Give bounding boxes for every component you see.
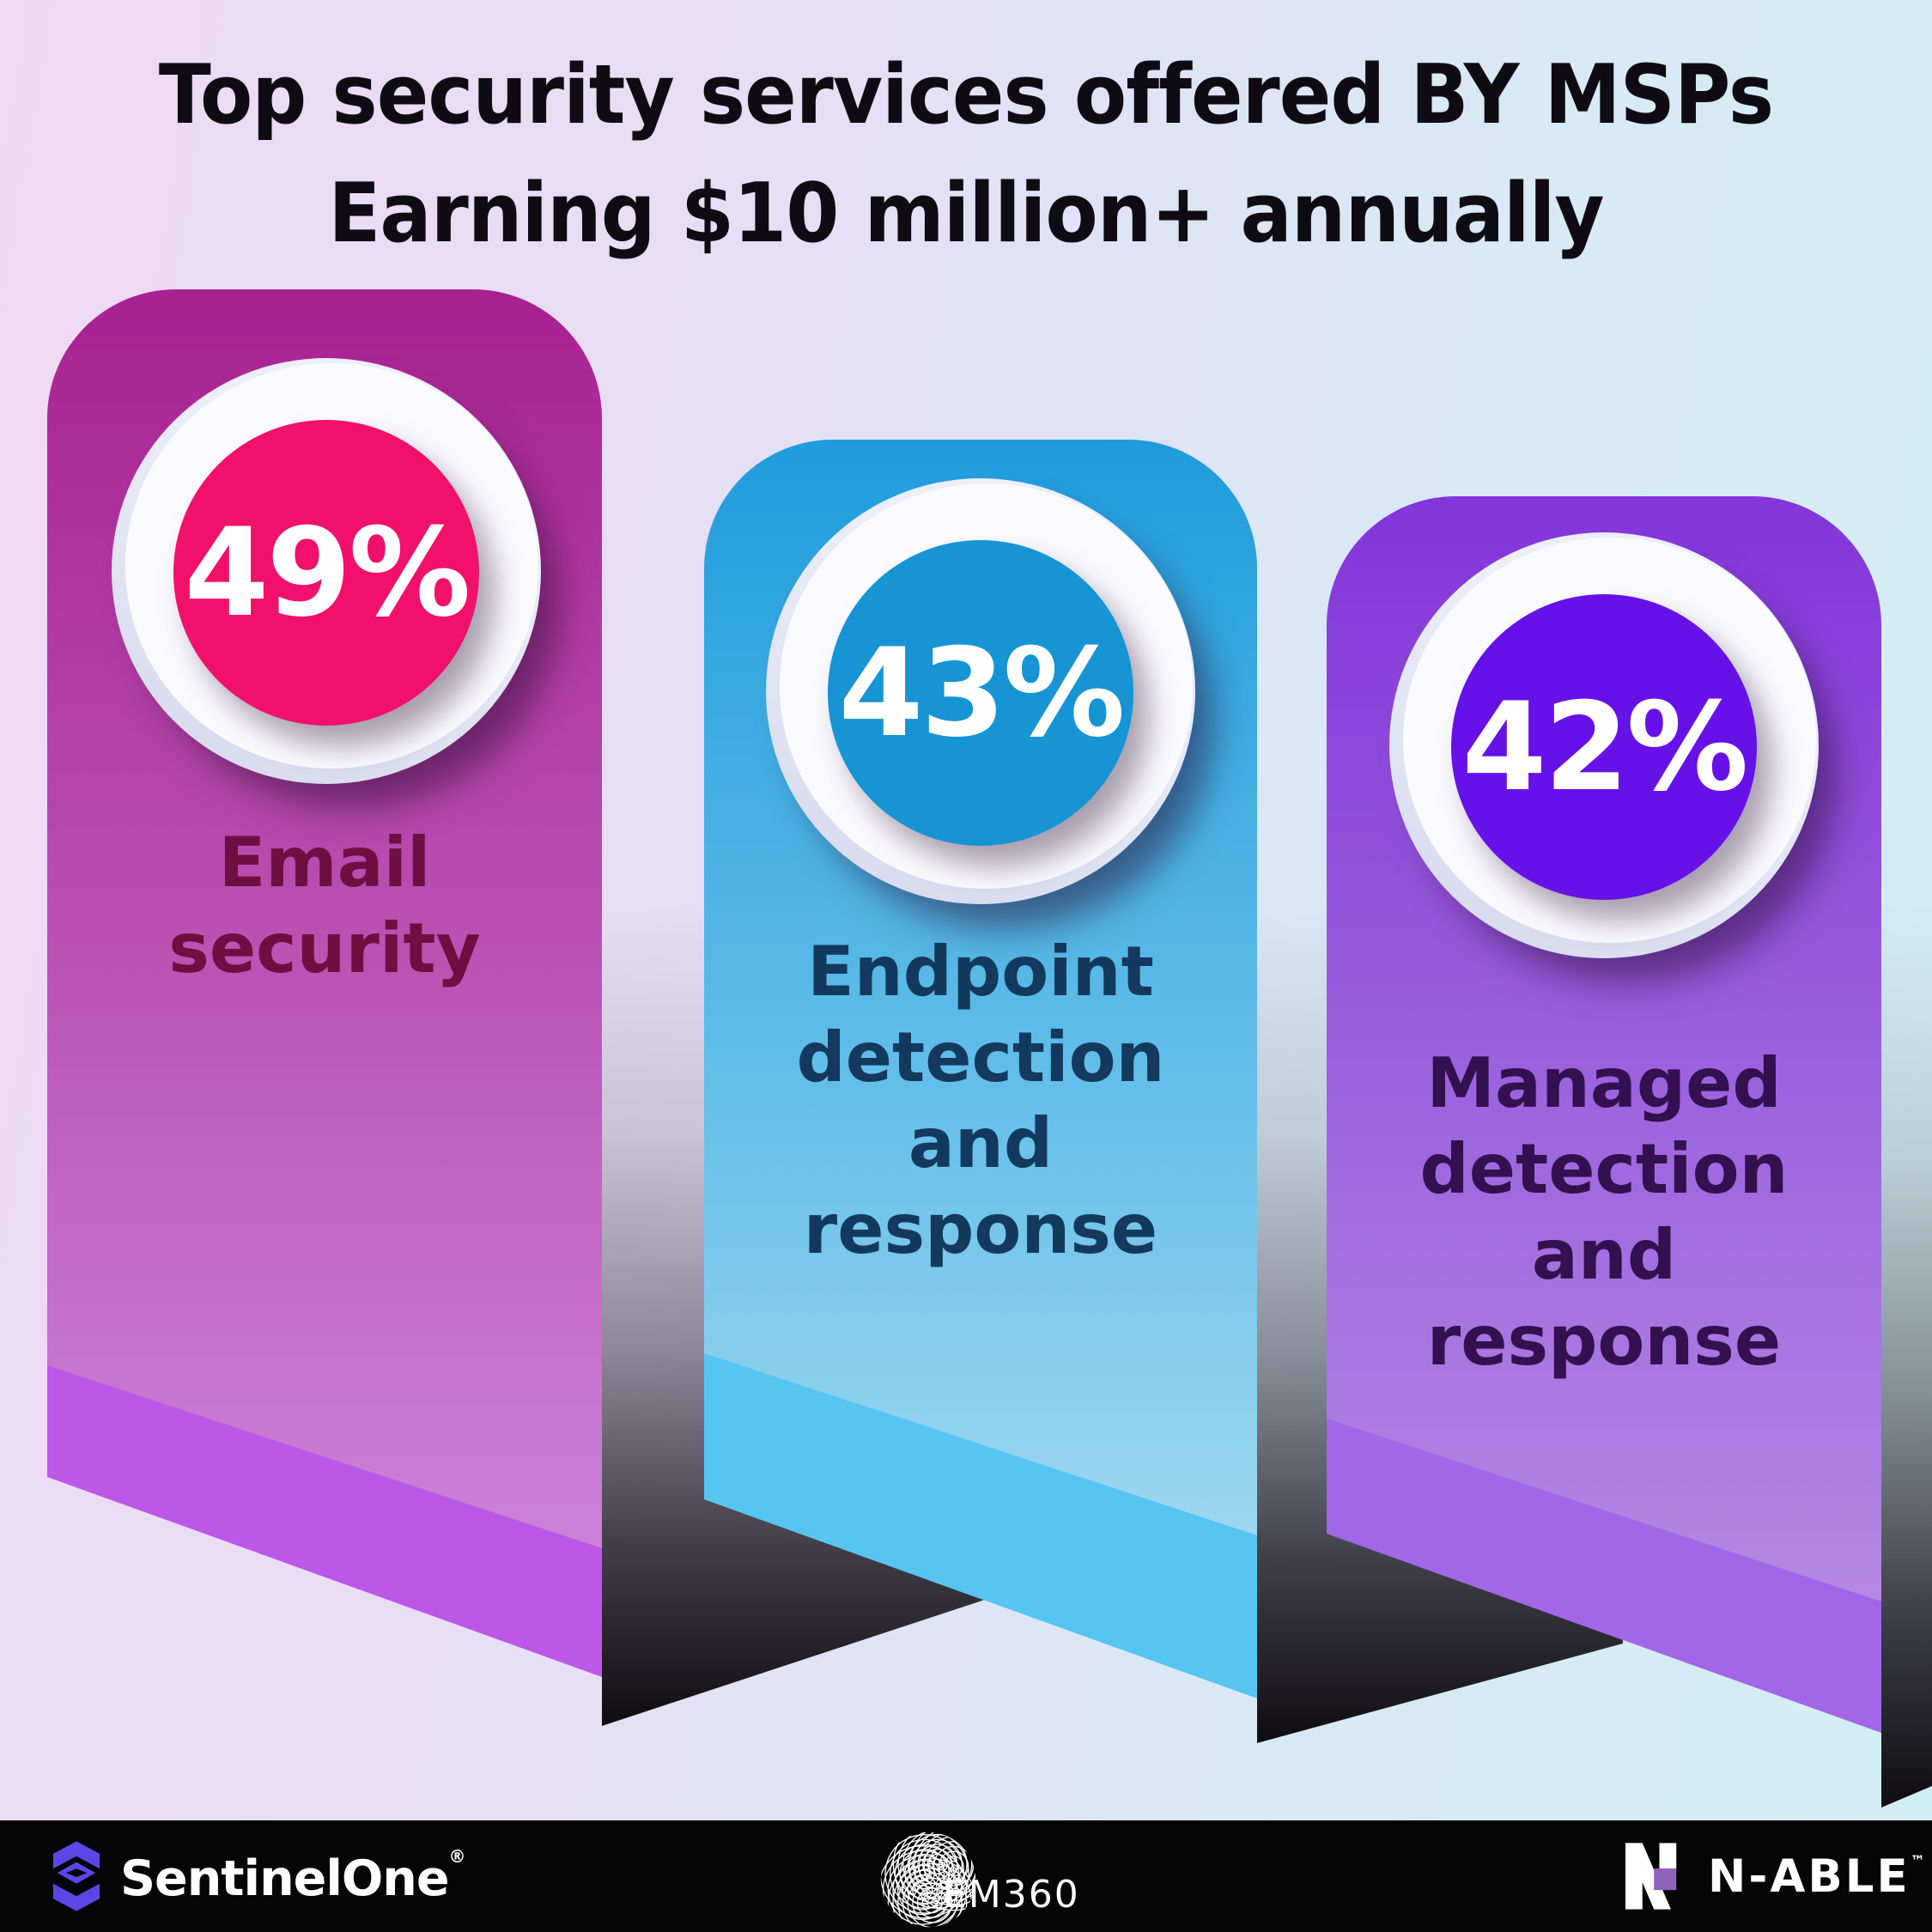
stat-value: 42%	[1461, 676, 1749, 818]
stat-label: Endpoint detection and response	[796, 932, 1165, 1269]
stat-label: Email security	[168, 823, 481, 988]
nable-text: N-ABLE	[1708, 1850, 1911, 1903]
page-title: Top security services offered BY MSPs Ea…	[58, 36, 1874, 273]
em360-logo: EM360	[878, 1820, 1080, 1932]
sentinelone-wordmark: SentinelOne®	[120, 1845, 466, 1907]
stat-badge-ring: 43%	[766, 478, 1195, 904]
nable-n-icon	[1625, 1843, 1677, 1910]
footer-bar: SentinelOne®	[0, 1820, 1932, 1932]
stat-badge-ring: 49%	[112, 358, 541, 784]
stat-card-email-security: 49% Email security	[47, 289, 602, 1677]
title-line-1: Top security services offered BY MSPs	[158, 48, 1774, 143]
stat-label: Managed detection and response	[1419, 1043, 1789, 1381]
stat-disc: 42%	[1451, 594, 1757, 900]
stat-disc: 49%	[173, 420, 479, 726]
stat-value: 49%	[184, 501, 471, 644]
stat-value: 43%	[838, 622, 1126, 764]
sentinelone-shield-icon	[52, 1841, 100, 1911]
em360-moire-sphere-icon	[880, 1832, 976, 1928]
stat-card-managed-detection: 42% Managed detection and response	[1327, 496, 1881, 1733]
sentinelone-text: SentinelOne	[120, 1850, 450, 1907]
registered-mark: ®	[448, 1845, 466, 1867]
nable-wordmark: N-ABLE™	[1708, 1850, 1925, 1903]
stat-card-endpoint-detection: 43% Endpoint detection and response	[704, 440, 1257, 1698]
stat-badge-ring: 42%	[1389, 532, 1819, 958]
trademark-mark: ™	[1910, 1852, 1925, 1870]
title-line-2: Earning $10 million+ annually	[328, 167, 1604, 261]
stat-disc: 43%	[828, 540, 1133, 846]
sentinelone-logo: SentinelOne®	[52, 1820, 466, 1932]
em360-wordmark: EM360	[943, 1872, 1080, 1917]
banner-fold-shadow-3	[1881, 902, 1932, 1807]
nable-logo: N-ABLE™	[1625, 1820, 1925, 1932]
